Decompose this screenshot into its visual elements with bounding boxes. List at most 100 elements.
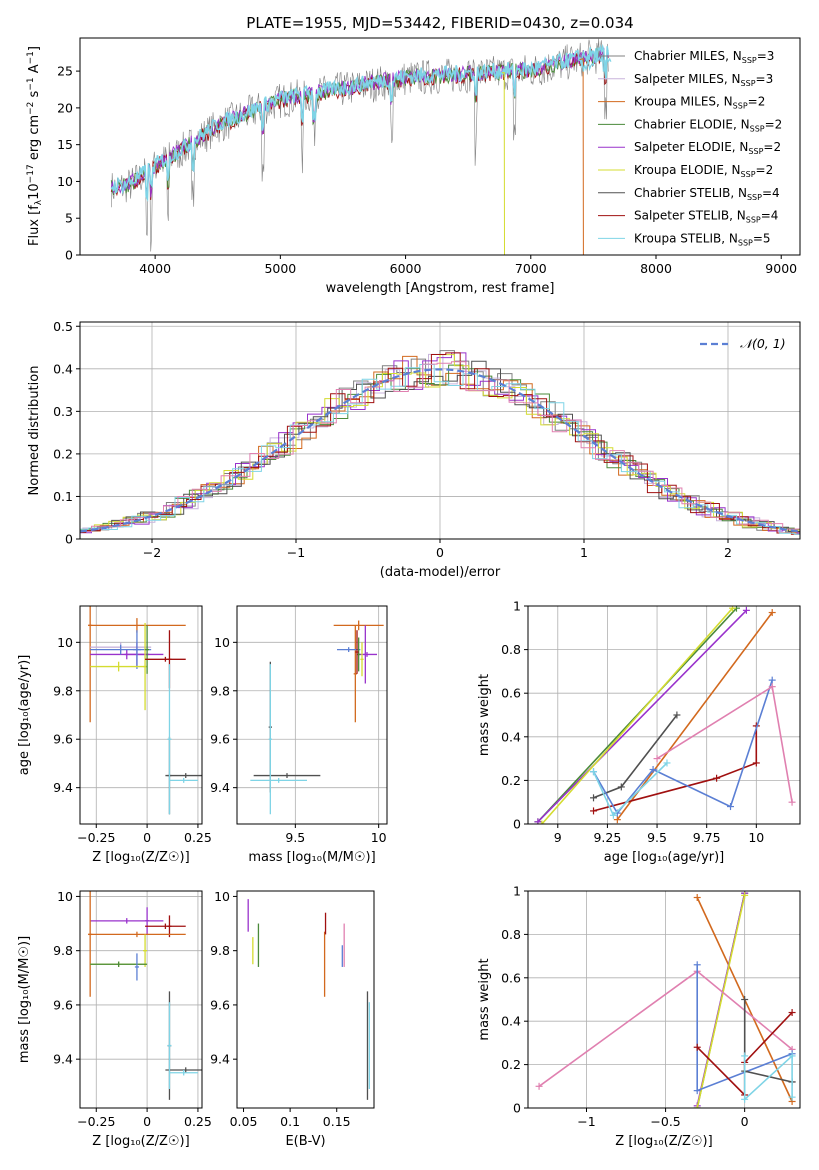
legend-label: Chabrier ELODIE, NSSP=2 — [634, 117, 782, 133]
spectrum-tail — [580, 54, 612, 73]
plot-area-weight_vs_age — [534, 606, 796, 824]
x-tick-label: 0 — [143, 830, 151, 845]
x-tick-label: −0.5 — [650, 1114, 680, 1129]
x-tick-label: −0.25 — [77, 1114, 115, 1129]
y-tick-label: 9.4 — [210, 1052, 230, 1067]
plot-area-age_vs_Z — [88, 606, 202, 815]
x-axis-label: wavelength [Angstrom, rest frame] — [326, 281, 555, 296]
x-tick-label: 9.5 — [647, 830, 667, 845]
x-tick-label: 0.25 — [184, 1114, 212, 1129]
plot-area-mass_vs_ebv — [247, 899, 370, 1100]
y-tick-label: 15 — [57, 137, 73, 152]
x-tick-label: 9 — [554, 830, 562, 845]
y-tick-label: 10 — [57, 889, 73, 904]
axes-frame — [79, 890, 203, 1109]
legend-label: Chabrier STELIB, NSSP=4 — [634, 186, 780, 202]
legend-label: 𝒩(0, 1) — [740, 336, 786, 351]
figure-title: PLATE=1955, MJD=53442, FIBERID=0430, z=0… — [246, 14, 633, 32]
y-tick-label: 9.4 — [210, 780, 230, 795]
y-tick-label: 5 — [65, 211, 73, 226]
histogram-kroupa_elodie — [80, 354, 800, 536]
axes-frame — [527, 605, 801, 825]
plot-area-residuals — [80, 350, 800, 536]
series-line-kroupa_stelib — [743, 1054, 793, 1102]
y-tick-label: 9.6 — [53, 997, 73, 1012]
y-tick-label: 25 — [57, 64, 73, 79]
y-tick-label: 0.4 — [501, 729, 521, 744]
plot-area-weight_vs_Z — [535, 891, 796, 1108]
axes-frame — [236, 890, 375, 1109]
y-tick-label: 0.4 — [501, 1014, 521, 1029]
panel-age_vs_mass: 9.5 10 9.4 9.6 9.8 10 mass [log₁₀(M/M☉)] — [210, 605, 388, 865]
y-tick-label: 10 — [214, 635, 230, 650]
y-tick-label: 9.8 — [210, 943, 230, 958]
series-line-kroupa_miles — [616, 612, 773, 821]
y-tick-label: 0.4 — [53, 361, 73, 376]
x-tick-label: −2 — [143, 545, 161, 560]
x-tick-label: 7000 — [515, 261, 547, 276]
y-tick-label: 9.8 — [53, 683, 73, 698]
series-line-salpeter_stelib — [593, 725, 758, 812]
plot-area-spectrum — [110, 38, 612, 255]
x-tick-label: 0.1 — [280, 1114, 300, 1129]
y-tick-label: 0 — [513, 817, 521, 832]
x-tick-label: 9.5 — [285, 830, 305, 845]
y-tick-label: 0 — [513, 1101, 521, 1116]
x-tick-label: −0.25 — [77, 830, 115, 845]
x-tick-label: 8000 — [640, 261, 672, 276]
panel-residuals: −2 −1 0 1 2 0 0.1 0.2 0.3 0.4 0.5 (data-model)/erro… — [27, 319, 801, 580]
x-tick-label: 9.75 — [693, 830, 721, 845]
y-tick-label: 0.2 — [501, 773, 521, 788]
y-tick-label: 0.1 — [53, 489, 73, 504]
legend-label: Kroupa MILES, NSSP=2 — [634, 95, 765, 111]
series-line-extra_pink — [656, 685, 793, 803]
x-tick-label: 2 — [724, 545, 732, 560]
legend-label: Chabrier MILES, NSSP=3 — [634, 49, 774, 65]
y-tick-label: 1 — [513, 599, 521, 614]
y-tick-label: 9.4 — [53, 780, 73, 795]
y-axis-label: mass [log₁₀(M/M☉)] — [17, 936, 32, 1063]
y-tick-label: 0.6 — [501, 686, 521, 701]
normal-curve — [80, 368, 800, 533]
series-line-kroupa_elodie — [696, 895, 746, 1108]
panel-age_vs_Z: −0.25 0 0.25 9.4 9.6 9.8 10 Z [log₁₀(Z/Z☉)] age … — [17, 605, 212, 865]
series-line-kroupa_elodie — [541, 607, 734, 824]
x-tick-label: 5000 — [264, 261, 296, 276]
y-tick-label: 10 — [214, 889, 230, 904]
x-axis-label: age [log₁₀(age/yr)] — [604, 850, 725, 865]
x-tick-label: 0.05 — [230, 1114, 258, 1129]
y-tick-label: 0.5 — [53, 319, 73, 334]
x-tick-label: 0 — [143, 1114, 151, 1129]
legend-spectrum: Chabrier MILES, NSSP=3 Salpeter MILES, NS… — [598, 49, 782, 247]
x-axis-label: E(B-V) — [285, 1134, 325, 1149]
panel-spectrum: 4000 5000 6000 7000 8000 9000 0 5 10 15 20 25 wavele… — [26, 37, 801, 296]
panel-weight_vs_age: 9 9.25 9.5 9.75 10 0 0.2 0.4 0.6 0.8 1 age [log₁₀(a… — [477, 599, 801, 865]
y-axis-label: mass weight — [477, 674, 492, 756]
legend-residuals: 𝒩(0, 1) — [700, 336, 786, 351]
y-tick-label: 0.8 — [501, 927, 521, 942]
legend-label: Kroupa ELODIE, NSSP=2 — [634, 163, 773, 179]
y-tick-label: 0.2 — [501, 1057, 521, 1072]
spectrum-model-line — [110, 43, 610, 202]
spectrum-kroupa-elodie-cutoff — [501, 72, 505, 255]
y-tick-label: 1 — [513, 884, 521, 899]
y-tick-label: 9.6 — [210, 732, 230, 747]
legend-label: Salpeter MILES, NSSP=3 — [634, 72, 773, 88]
histogram-salpeter_elodie — [80, 352, 800, 534]
plot-area-mass_vs_Z — [88, 891, 202, 1100]
x-tick-label: 9.25 — [593, 830, 621, 845]
x-axis-label: Z [log₁₀(Z/Z☉)] — [92, 850, 189, 865]
axes-frame — [236, 605, 388, 825]
x-tick-label: 0.25 — [184, 830, 212, 845]
y-tick-label: 9.6 — [53, 732, 73, 747]
x-tick-label: −1 — [577, 1114, 595, 1129]
y-axis-label: age [log₁₀(age/yr)] — [17, 655, 32, 776]
y-tick-label: 0 — [65, 532, 73, 547]
x-tick-label: 0 — [741, 1114, 749, 1129]
y-tick-label: 9.6 — [210, 997, 230, 1012]
panel-mass_vs_Z: −0.25 0 0.25 9.4 9.6 9.8 10 Z [log₁₀(Z/Z☉)] mass… — [17, 889, 212, 1149]
y-tick-label: 0.8 — [501, 642, 521, 657]
x-tick-label: 9000 — [765, 261, 797, 276]
x-axis-label: mass [log₁₀(M/M☉)] — [248, 850, 375, 865]
